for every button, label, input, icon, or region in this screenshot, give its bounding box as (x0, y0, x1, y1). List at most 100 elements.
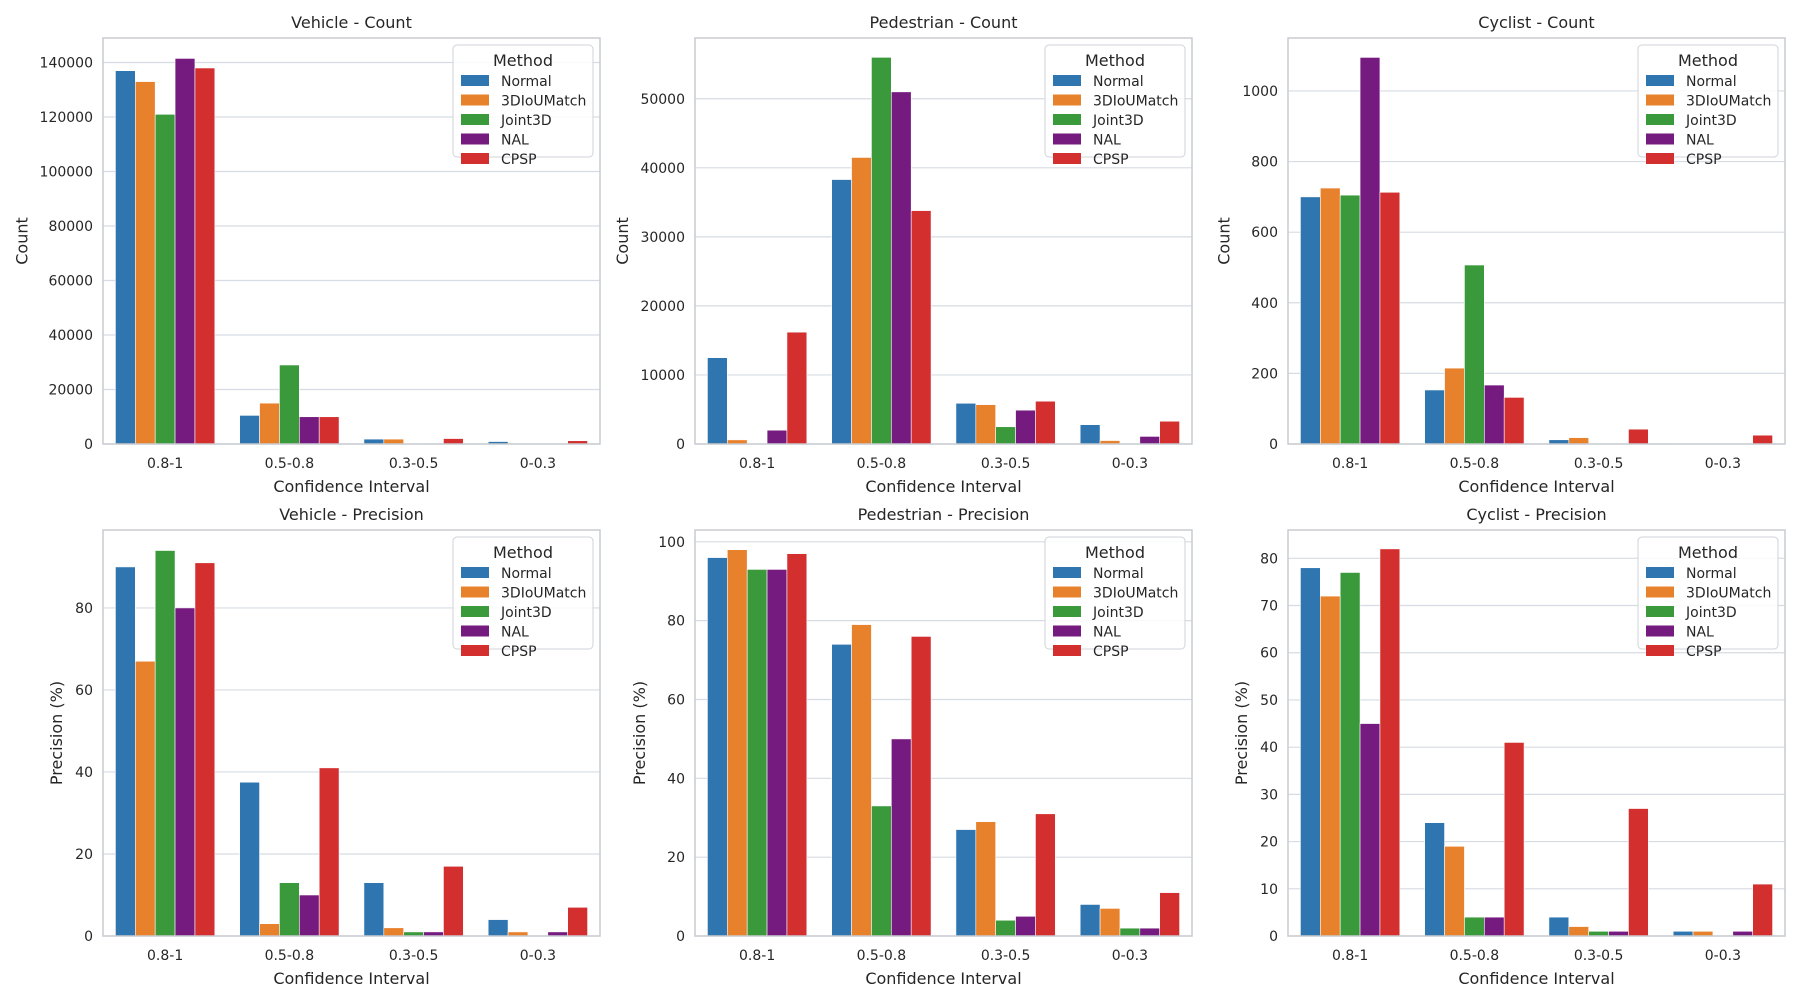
bar-3dioumatch-0-3-0-5 (975, 404, 996, 445)
legend-label-cpsp: CPSP (1686, 152, 1722, 168)
bar-nal-0-3-0-5 (1015, 409, 1036, 445)
y-tick-label: 40 (75, 765, 93, 781)
bar-cpsp-0-3-0-5 (1628, 428, 1649, 445)
legend-label-3dioumatch: 3DIoUMatch (1686, 586, 1771, 602)
y-tick-label: 30 (1260, 787, 1278, 803)
bar-cpsp-0-3-0-5 (1628, 808, 1649, 937)
y-tick-label: 80000 (48, 219, 93, 235)
legend-label-joint3d: Joint3D (1092, 605, 1144, 621)
bar-joint3d-0-5-0-8 (1464, 916, 1485, 937)
x-tick-label: 0.3-0.5 (1574, 948, 1624, 964)
bar-normal-0-0-3 (1079, 424, 1101, 445)
bar-cpsp-0-5-0-8 (318, 416, 340, 445)
y-tick-label: 20000 (48, 383, 93, 399)
bar-joint3d-0-8-1 (1339, 194, 1361, 445)
y-tick-label: 10000 (640, 368, 685, 384)
legend-box (452, 44, 594, 158)
y-tick-label: 80 (1260, 551, 1278, 567)
legend-title: Method (493, 51, 553, 70)
legend-swatch-joint3d (1646, 606, 1674, 617)
y-tick-label: 400 (1251, 296, 1278, 312)
chart-title: Pedestrian - Count (870, 13, 1018, 32)
bar-3dioumatch-0-8-1 (135, 660, 156, 937)
bar-normal-0-5-0-8 (831, 179, 852, 445)
bar-3dioumatch-0-5-0-8 (1444, 367, 1465, 445)
y-tick-label: 80 (667, 614, 685, 630)
bar-3dioumatch-0-5-0-8 (1444, 846, 1465, 937)
x-tick-label: 0.8-1 (1332, 948, 1368, 964)
bar-nal-0-5-0-8 (891, 738, 912, 937)
legend-title: Method (1085, 51, 1145, 70)
bar-3dioumatch-0-5-0-8 (851, 624, 872, 937)
legend-label-3dioumatch: 3DIoUMatch (1093, 586, 1178, 602)
y-tick-label: 100000 (40, 165, 93, 181)
bar-cpsp-0-5-0-8 (318, 767, 340, 937)
x-tick-label: 0.3-0.5 (1574, 456, 1624, 472)
legend-swatch-3dioumatch (461, 586, 489, 598)
legend-label-3dioumatch: 3DIoUMatch (1686, 94, 1771, 110)
bar-normal-0-8-1 (1300, 196, 1321, 445)
bar-joint3d-0-8-1 (746, 569, 768, 937)
y-tick-label: 600 (1251, 225, 1278, 241)
legend-label-normal: Normal (1093, 566, 1144, 582)
legend-label-joint3d: Joint3D (500, 605, 552, 621)
bar-joint3d-0-5-0-8 (279, 364, 300, 445)
legend-swatch-3dioumatch (1053, 586, 1081, 598)
bar-normal-0-3-0-5 (1548, 916, 1570, 937)
bar-3dioumatch-0-3-0-5 (1568, 926, 1589, 937)
bar-cpsp-0-3-0-5 (443, 438, 464, 445)
y-tick-label: 40 (667, 771, 685, 787)
y-tick-label: 20000 (640, 299, 685, 315)
bar-3dioumatch-0-5-0-8 (851, 157, 872, 445)
bar-nal-0-5-0-8 (1484, 384, 1505, 445)
legend-swatch-cpsp (1646, 153, 1674, 164)
legend-box (452, 536, 594, 650)
legend-label-joint3d: Joint3D (1685, 113, 1737, 129)
chart-panel-cyclist-count: 0 200 400 600 800 1000 0.8-1 0.5-0.8 0.3-0.5 0-0.… (1215, 13, 1786, 496)
legend-swatch-nal (461, 133, 489, 145)
y-tick-label: 0 (676, 929, 685, 945)
x-tick-label: 0.5-0.8 (1450, 948, 1500, 964)
bar-3dioumatch-0-5-0-8 (259, 923, 280, 937)
legend-label-nal: NAL (1093, 133, 1121, 149)
legend-label-cpsp: CPSP (1093, 644, 1129, 660)
legend-swatch-nal (1053, 133, 1081, 145)
bar-nal-0-0-3 (1139, 436, 1160, 445)
y-axis-label: Count (1215, 217, 1234, 265)
panels: 0200004000060000800001000001200001400000… (12, 13, 1786, 988)
legend-label-joint3d: Joint3D (500, 113, 552, 129)
y-tick-label: 0 (676, 437, 685, 453)
legend-label-3dioumatch: 3DIoUMatch (501, 586, 586, 602)
bar-joint3d-0-5-0-8 (871, 57, 892, 445)
x-tick-label: 0.8-1 (739, 948, 775, 964)
legend-label-normal: Normal (501, 566, 552, 582)
bar-normal-0-5-0-8 (239, 781, 260, 937)
plot-frame (102, 37, 601, 445)
legend-label-cpsp: CPSP (1093, 152, 1129, 168)
bar-3dioumatch-0-8-1 (727, 549, 748, 937)
bar-cpsp-0-5-0-8 (1503, 742, 1525, 937)
legend-label-3dioumatch: 3DIoUMatch (501, 94, 586, 110)
bar-cpsp-0-8-1 (1379, 548, 1401, 937)
x-tick-label: 0.3-0.5 (389, 456, 439, 472)
bar-normal-0-0-3 (487, 919, 509, 937)
legend-swatch-cpsp (1646, 645, 1674, 656)
y-tick-label: 40 (1260, 740, 1278, 756)
bar-cpsp-0-8-1 (786, 553, 808, 937)
bar-joint3d-0-3-0-5 (995, 426, 1016, 445)
bar-cpsp-0-8-1 (786, 331, 808, 445)
bar-cpsp-0-3-0-5 (443, 865, 464, 937)
legend-swatch-joint3d (461, 606, 489, 617)
legend-swatch-cpsp (1053, 645, 1081, 656)
legend-label-nal: NAL (1686, 133, 1714, 149)
x-tick-label: 0-0.3 (520, 948, 556, 964)
x-axis-label: Confidence Interval (865, 969, 1021, 988)
legend-label-normal: Normal (1686, 74, 1737, 90)
y-tick-label: 50 (1260, 693, 1278, 709)
y-tick-label: 1000 (1242, 84, 1278, 100)
plot-frame (102, 529, 601, 937)
bar-normal-0-5-0-8 (1424, 389, 1445, 445)
legend-swatch-nal (461, 625, 489, 637)
legend-label-nal: NAL (1093, 625, 1121, 641)
legend: Method Normal 3DIoUMatch Joint3D NAL CPSP (452, 44, 594, 168)
